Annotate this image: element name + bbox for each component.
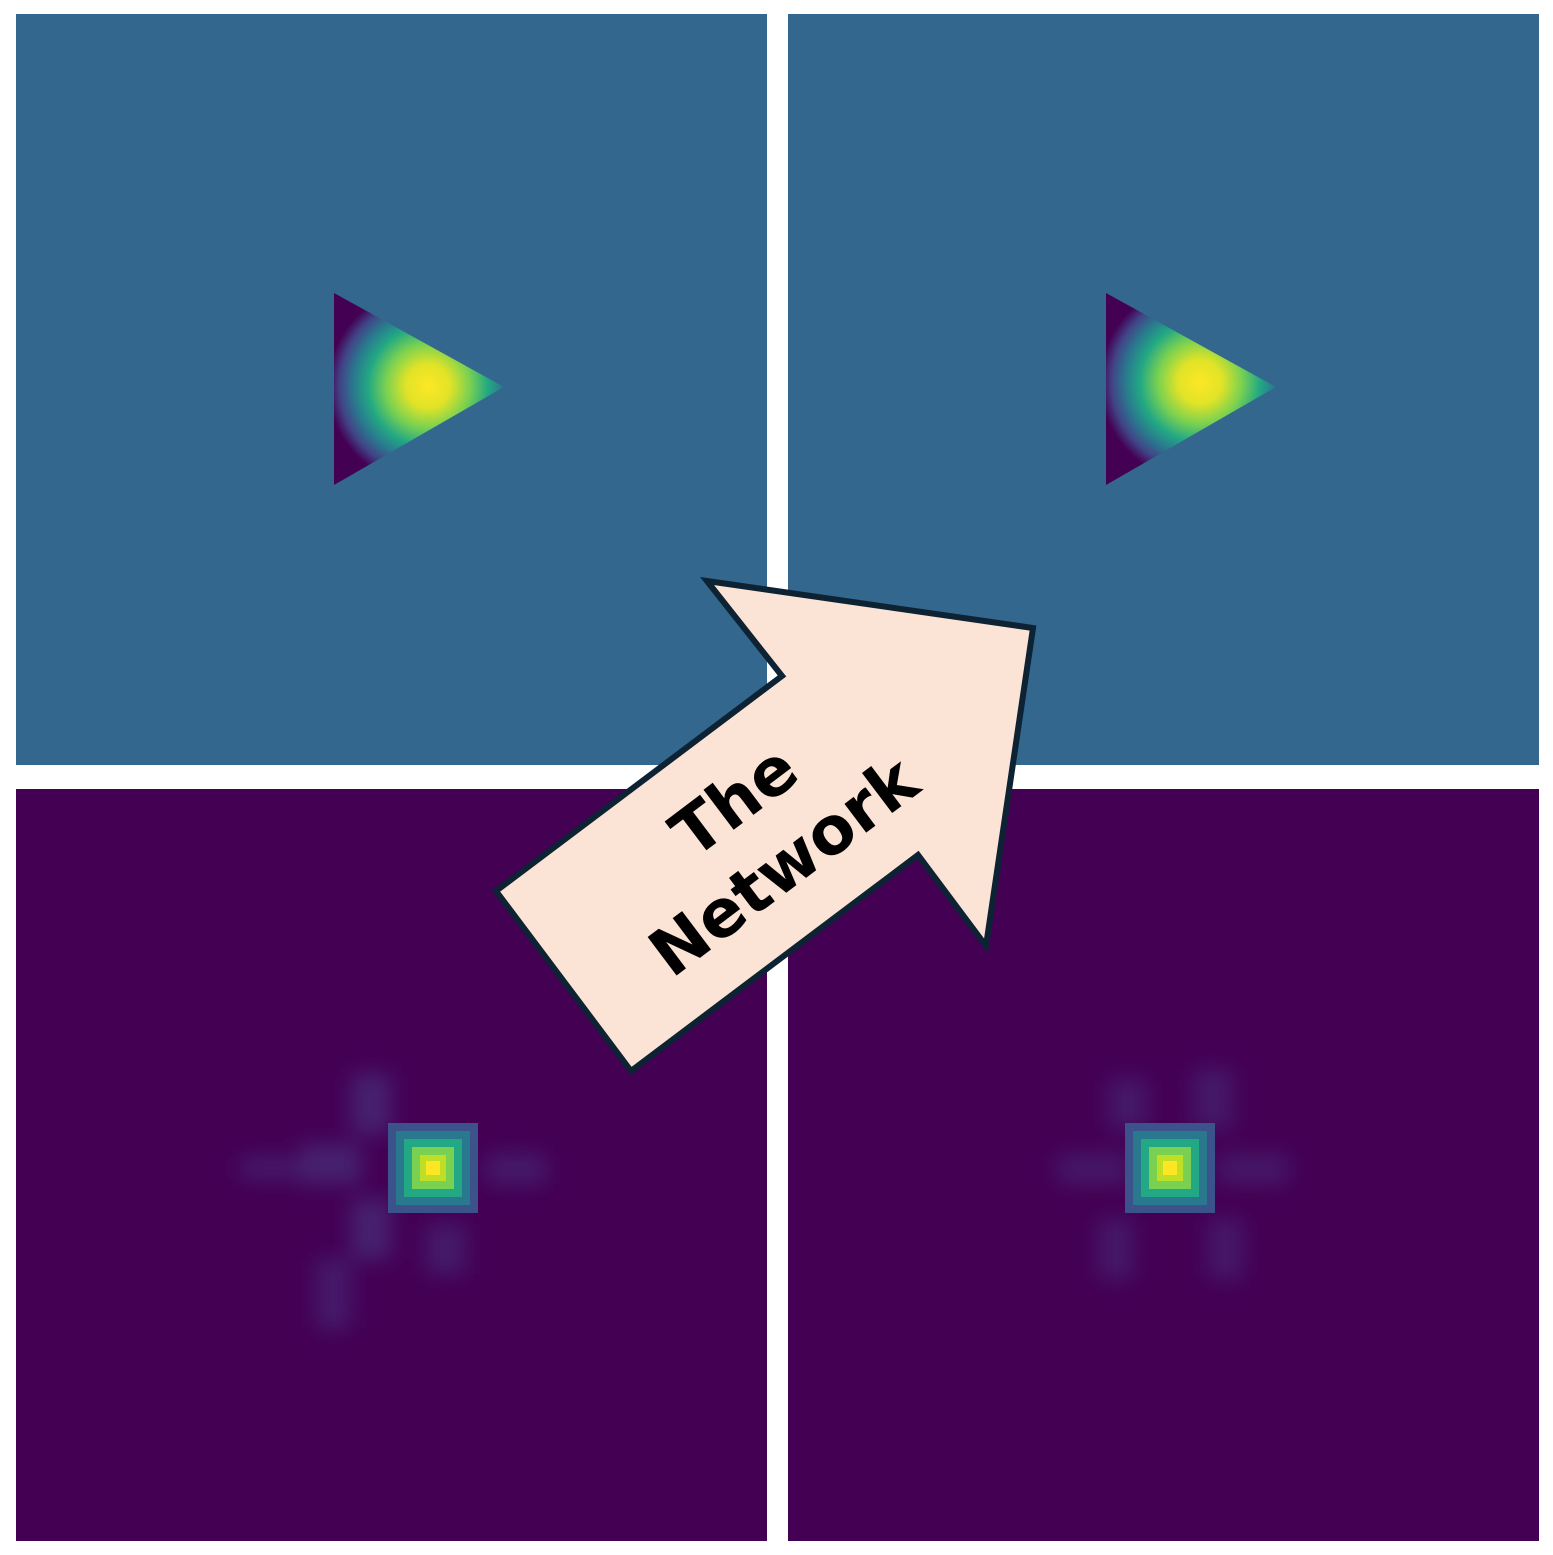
panel-bottom-right-pattern — [788, 789, 1539, 1541]
top-left-triangle — [334, 293, 504, 485]
panel-top-left-field — [16, 14, 767, 765]
bottom-left-speckle-arms — [241, 1074, 546, 1329]
bottom-right-speckle-arms — [1058, 1069, 1288, 1279]
bottom-right-central-peak — [1125, 1123, 1215, 1213]
bottom-left-central-peak — [388, 1123, 478, 1213]
network-arrow-shape — [491, 576, 1037, 1076]
top-right-triangle — [1106, 293, 1276, 485]
